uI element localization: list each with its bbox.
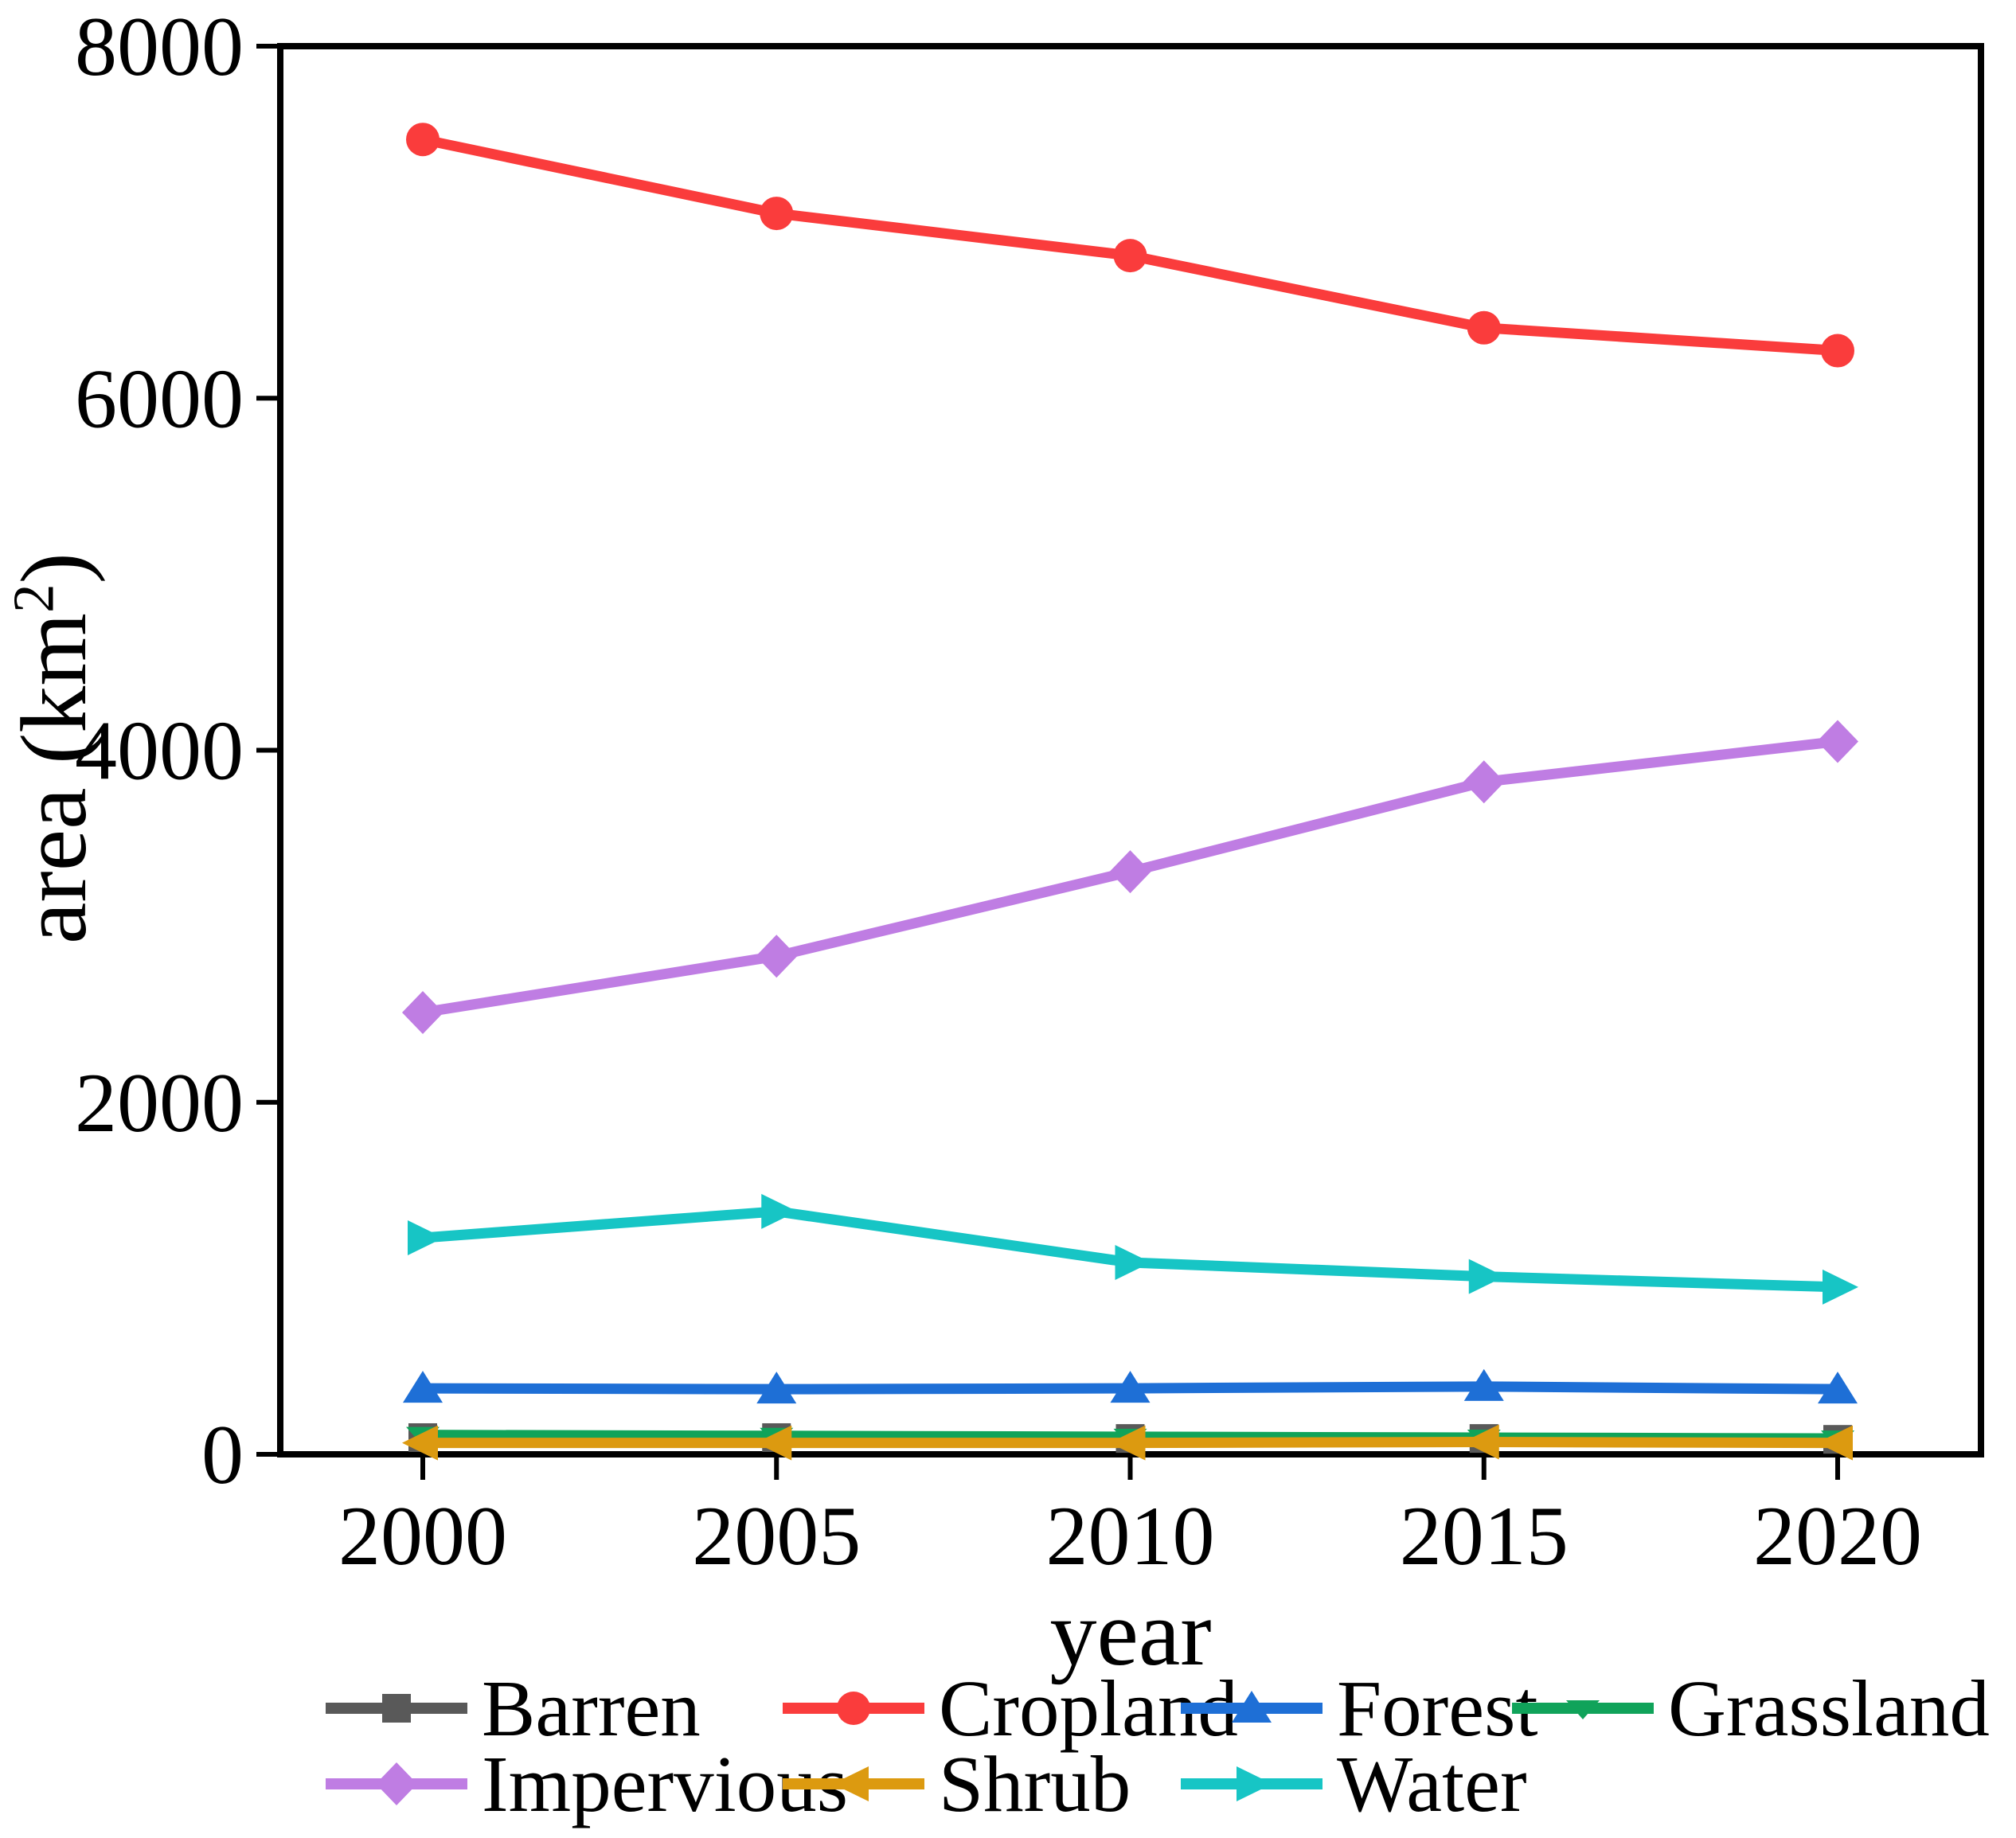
- legend-label-forest: Forest: [1337, 1664, 1538, 1753]
- series-forest: [403, 1368, 1858, 1404]
- x-tick-label: 2020: [1753, 1489, 1922, 1582]
- marker-cropland-2000: [406, 123, 440, 157]
- legend-item-shrub: Shrub: [783, 1739, 1131, 1828]
- marker-water-2015: [1468, 1259, 1505, 1294]
- marker-impervious-2015: [1463, 760, 1505, 804]
- legend-item-impervious: Impervious: [326, 1739, 848, 1828]
- marker-water-2020: [1823, 1269, 1858, 1305]
- legend-marker-barren-icon: [382, 1694, 411, 1723]
- series-cropland: [406, 123, 1854, 368]
- legend-marker-forest-icon: [1232, 1691, 1272, 1723]
- legend-label-grassland: Grassland: [1668, 1664, 1990, 1753]
- legend-marker-shrub-icon: [833, 1766, 869, 1801]
- marker-cropland-2020: [1821, 334, 1854, 368]
- legend-marker-grassland-icon: [1566, 1700, 1600, 1719]
- series-water: [408, 1193, 1858, 1305]
- y-tick-label: 6000: [75, 352, 244, 445]
- series-impervious: [402, 720, 1858, 1034]
- x-axis-title: year: [1049, 1581, 1212, 1685]
- legend: Barren Cropland Forest Grassland Impervious S…: [326, 1664, 1990, 1828]
- legend-label-shrub: Shrub: [939, 1739, 1131, 1828]
- x-tick-label: 2005: [692, 1489, 861, 1582]
- marker-cropland-2005: [760, 197, 794, 231]
- legend-marker-impervious-icon: [376, 1762, 417, 1805]
- legend-item-forest: Forest: [1181, 1664, 1538, 1753]
- marker-shrub-2000: [402, 1425, 438, 1461]
- legend-label-water: Water: [1337, 1739, 1527, 1828]
- legend-label-barren: Barren: [482, 1664, 701, 1753]
- marker-impervious-2020: [1817, 720, 1858, 763]
- marker-forest-2010: [1110, 1371, 1151, 1403]
- marker-forest-2020: [1818, 1372, 1858, 1404]
- x-tick-label: 2010: [1046, 1489, 1215, 1582]
- marker-cropland-2010: [1113, 239, 1147, 273]
- marker-shrub-2010: [1109, 1425, 1146, 1461]
- marker-forest-2005: [756, 1372, 797, 1404]
- legend-marker-cropland-icon: [837, 1692, 870, 1725]
- marker-water-2000: [408, 1220, 443, 1256]
- marker-impervious-2000: [402, 990, 443, 1034]
- legend-item-water: Water: [1181, 1739, 1527, 1828]
- marker-forest-2000: [403, 1371, 443, 1403]
- marker-shrub-2015: [1463, 1424, 1499, 1460]
- marker-water-2010: [1115, 1244, 1151, 1280]
- y-axis-title-sup: 2: [1, 583, 66, 613]
- marker-water-2005: [761, 1193, 798, 1229]
- series-shrub: [402, 1424, 1853, 1461]
- y-tick-label: 4000: [75, 704, 244, 798]
- marker-cropland-2015: [1467, 310, 1501, 345]
- legend-marker-water-icon: [1237, 1766, 1272, 1801]
- y-tick-label: 8000: [75, 0, 244, 93]
- marker-shrub-2020: [1817, 1425, 1853, 1461]
- series-line-water: [422, 1206, 1838, 1293]
- y-axis-title-close: ): [2, 552, 106, 584]
- marker-impervious-2005: [756, 935, 798, 978]
- y-tick-label: 2000: [75, 1056, 244, 1149]
- y-axis-title-text: area (km: [2, 612, 106, 944]
- y-axis-title: area (km2): [0, 552, 108, 944]
- marker-shrub-2005: [756, 1425, 792, 1461]
- x-tick-label: 2000: [338, 1489, 507, 1582]
- legend-item-barren: Barren: [326, 1664, 701, 1753]
- marker-forest-2015: [1463, 1368, 1504, 1401]
- legend-item-cropland: Cropland: [783, 1664, 1238, 1753]
- legend-item-grassland: Grassland: [1512, 1664, 1990, 1753]
- x-tick-label: 2015: [1400, 1489, 1569, 1582]
- y-tick-label: 0: [201, 1408, 244, 1501]
- marker-impervious-2010: [1109, 850, 1151, 894]
